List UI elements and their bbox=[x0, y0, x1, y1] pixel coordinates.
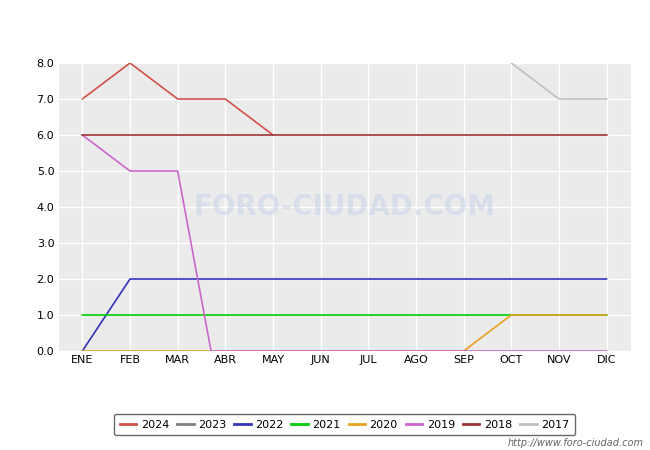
Legend: 2024, 2023, 2022, 2021, 2020, 2019, 2018, 2017: 2024, 2023, 2022, 2021, 2020, 2019, 2018… bbox=[114, 414, 575, 435]
Text: http://www.foro-ciudad.com: http://www.foro-ciudad.com bbox=[508, 438, 644, 448]
Text: Afiliados en Embid a 31/5/2024: Afiliados en Embid a 31/5/2024 bbox=[184, 14, 466, 32]
Text: FORO-CIUDAD.COM: FORO-CIUDAD.COM bbox=[194, 193, 495, 221]
